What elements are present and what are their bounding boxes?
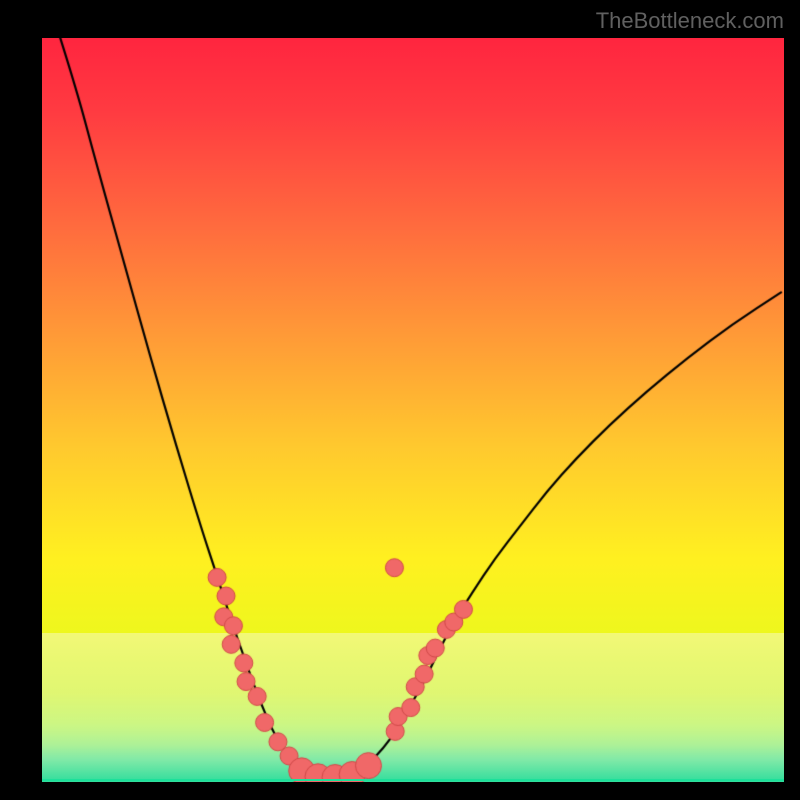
bottom-edge-line — [42, 779, 784, 781]
plot-area — [42, 38, 784, 782]
bottleneck-curve — [42, 38, 784, 782]
watermark-text: TheBottleneck.com — [596, 8, 784, 34]
